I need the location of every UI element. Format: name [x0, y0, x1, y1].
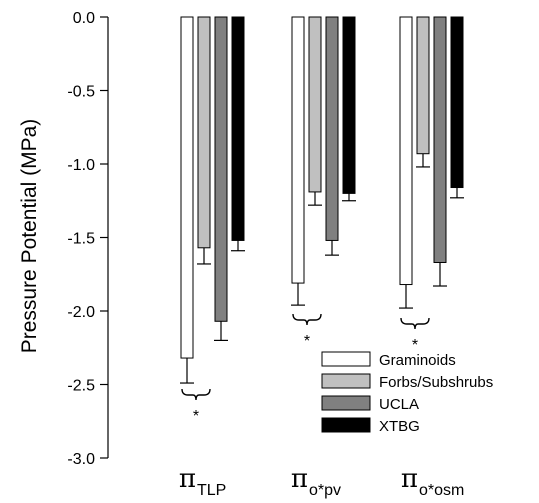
x-category-symbol: π — [179, 464, 196, 494]
bar — [197, 16, 211, 249]
bar — [214, 16, 228, 322]
x-category-symbol: π — [401, 464, 418, 494]
legend-label: UCLA — [379, 396, 419, 413]
legend-swatch — [321, 373, 371, 389]
legend-label: Graminoids — [379, 352, 456, 369]
significance-brace — [292, 313, 322, 326]
y-tick-label: -0.5 — [67, 84, 95, 101]
legend: Graminoids Forbs/Subshrubs UCLA XTBG — [321, 351, 493, 435]
bar-series: * * * — [180, 16, 464, 425]
y-axis-label: Pressure Potential (MPa) — [18, 119, 41, 354]
legend-label: XTBG — [379, 418, 420, 435]
significance-brace — [181, 388, 211, 401]
bar — [180, 16, 194, 359]
y-tick-label: -2.0 — [67, 304, 95, 321]
y-tick-label: 0.0 — [73, 10, 95, 27]
legend-label: Forbs/Subshrubs — [379, 374, 493, 391]
significance-star: * — [193, 408, 199, 425]
x-category-symbol: π — [291, 464, 308, 494]
significance-brace — [400, 317, 430, 330]
y-axis: 0.0 -0.5 -1.0 -1.5 -2.0 -2.5 -3.0 — [67, 10, 109, 468]
bar — [308, 16, 322, 193]
bar — [342, 16, 356, 194]
bar — [433, 16, 447, 263]
legend-swatch — [321, 395, 371, 411]
bar — [291, 16, 305, 284]
legend-swatch — [321, 351, 371, 367]
y-tick-label: -1.0 — [67, 157, 95, 174]
y-tick-label: -1.5 — [67, 231, 95, 248]
x-axis-categories: π TLP π o*pv π o*osm — [179, 464, 464, 499]
significance-star: * — [412, 337, 418, 354]
significance-star: * — [304, 333, 310, 350]
legend-swatch — [321, 417, 371, 433]
bar — [450, 16, 464, 189]
bar — [231, 16, 245, 241]
bar — [399, 16, 413, 286]
x-category-subscript: o*pv — [309, 482, 341, 499]
x-category-subscript: TLP — [197, 482, 226, 499]
bar — [416, 16, 430, 155]
x-category-subscript: o*osm — [419, 482, 464, 499]
y-tick-label: -3.0 — [67, 451, 95, 468]
y-tick-label: -2.5 — [67, 378, 95, 395]
bar — [325, 16, 339, 241]
